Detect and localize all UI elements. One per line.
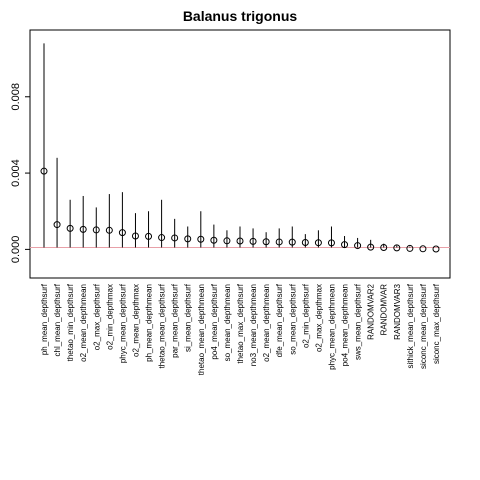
x-tick-label: o2_min_depthsurf (301, 283, 310, 348)
x-tick-label: so_mean_depthmean (223, 284, 232, 361)
data-point (406, 244, 414, 252)
data-point (314, 239, 322, 247)
data-point (341, 241, 349, 249)
x-tick-label: so_mean_depthsurf (288, 283, 297, 354)
data-point (249, 237, 257, 245)
x-tick-label: par_mean_depthsurf (171, 283, 180, 358)
data-point (79, 225, 87, 233)
data-point (105, 226, 113, 234)
data-point (288, 238, 296, 246)
data-point (184, 235, 192, 243)
data-point (92, 226, 100, 234)
x-tick-label: o2_mean_depthmean (262, 284, 271, 362)
x-tick-label: chl_mean_depthsurf (53, 283, 62, 356)
x-tick-label: o2_mean_depthmax (131, 284, 140, 357)
x-tick-label: po4_mean_depthsurf (210, 283, 219, 359)
data-point (432, 245, 440, 253)
y-tick-label: 0.008 (10, 83, 22, 111)
x-tick-label: dfe_mean_depthsurf (275, 283, 284, 357)
data-point (367, 243, 375, 251)
data-point (66, 224, 74, 232)
x-tick-label: thetao_mean_depthmean (197, 284, 206, 375)
x-tick-label: si_mean_depthsurf (184, 283, 193, 352)
x-tick-label: o2_max_depthmax (314, 284, 323, 352)
y-axis: 0.000 0.004 0.008 (10, 83, 31, 264)
x-tick-label: phyc_mean_depthmean (327, 284, 336, 370)
chart-title: Balanus trigonus (183, 8, 298, 24)
data-point (131, 232, 139, 240)
data-point (419, 245, 427, 253)
x-tick-label: RANDOMVAR (380, 284, 389, 336)
x-tick-label: o2_max_depthsurf (92, 283, 101, 350)
data-point (53, 221, 61, 229)
data-point (171, 234, 179, 242)
data-point (210, 236, 218, 244)
data-marks (40, 43, 440, 253)
x-tick-label: thetao_max_depthsurf (236, 283, 245, 363)
data-point (354, 242, 362, 250)
data-point (40, 167, 48, 175)
data-point (118, 229, 126, 237)
data-point (158, 234, 166, 242)
data-point (262, 238, 270, 246)
x-tick-label: sws_mean_depthsurf (354, 283, 363, 360)
x-tick-label: ph_mean_depthsurf (40, 283, 49, 355)
data-point (301, 239, 309, 247)
data-point (327, 239, 335, 247)
x-tick-label: sithick_mean_depthsurf (406, 283, 415, 368)
x-tick-label: ph_mean_depthmean (145, 284, 154, 362)
x-tick-label: no3_mean_depthmean (249, 284, 258, 366)
data-point (275, 238, 283, 246)
x-tick-label: o2_min_depthmax (105, 284, 114, 350)
x-tick-label: thetao_min_depthsurf (66, 283, 75, 361)
data-point (223, 237, 231, 245)
x-axis-labels: ph_mean_depthsurf chl_mean_depthsurf theta… (40, 283, 441, 375)
x-tick-label: siconc_max_depthsurf (432, 283, 441, 364)
y-tick-label: 0.000 (10, 236, 22, 264)
x-tick-label: siconc_mean_depthsurf (419, 283, 428, 369)
x-tick-label: RANDOMVAR3 (393, 283, 402, 339)
data-point (197, 235, 205, 243)
x-tick-label: thetao_mean_depthsurf (158, 283, 167, 368)
x-tick-label: po4_mean_depthmean (341, 284, 350, 366)
data-point (380, 243, 388, 251)
y-tick-label: 0.004 (10, 159, 22, 187)
data-point (236, 237, 244, 245)
x-tick-label: phyc_mean_depthsurf (118, 283, 127, 363)
data-point (393, 244, 401, 252)
data-point (145, 232, 153, 240)
x-tick-label: o2_mean_depthmean (79, 284, 88, 362)
x-tick-label: RANDOMVAR2 (367, 283, 376, 339)
